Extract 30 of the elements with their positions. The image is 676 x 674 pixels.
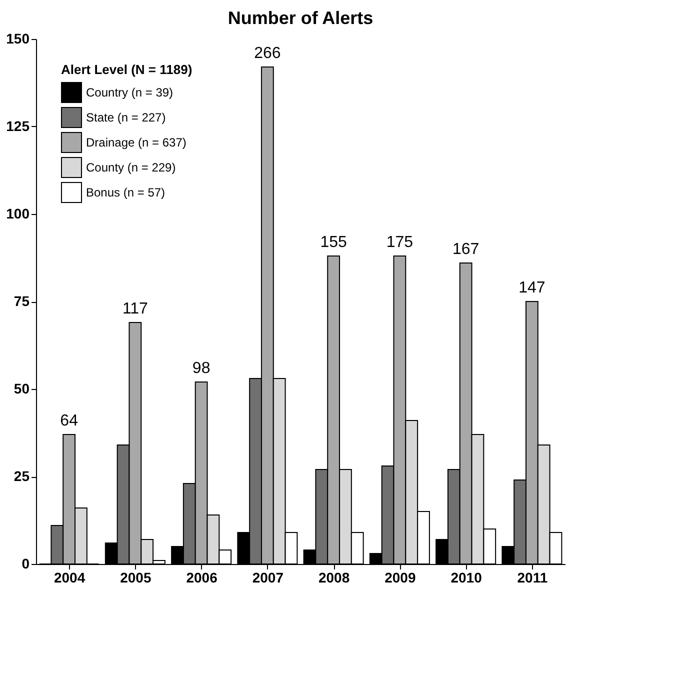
total-label: 117 bbox=[122, 300, 148, 318]
x-tick-label: 2009 bbox=[384, 570, 416, 586]
legend-label: Country (n = 39) bbox=[86, 86, 174, 100]
legend-label: Bonus (n = 57) bbox=[86, 186, 166, 200]
x-tick-label: 2004 bbox=[54, 570, 86, 586]
y-tick-label: 100 bbox=[6, 206, 30, 222]
legend-label: Drainage (n = 637) bbox=[86, 136, 186, 150]
legend-title: Alert Level (N = 1189) bbox=[61, 62, 192, 77]
y-tick-label: 0 bbox=[22, 556, 30, 572]
x-tick-label: 2007 bbox=[252, 570, 284, 586]
total-label: 98 bbox=[192, 360, 210, 377]
y-tick-label: 125 bbox=[6, 118, 30, 134]
y-tick-label: 50 bbox=[14, 380, 30, 396]
total-label: 167 bbox=[452, 241, 480, 258]
chart-title: Number of Alerts bbox=[228, 8, 374, 28]
total-label: 266 bbox=[254, 45, 281, 62]
total-label: 147 bbox=[518, 280, 546, 296]
total-label: 175 bbox=[386, 234, 414, 251]
x-tick-label: 2011 bbox=[517, 570, 548, 586]
x-tick-label: 2010 bbox=[450, 570, 482, 586]
x-tick-label: 2005 bbox=[120, 570, 152, 586]
y-tick-label: 150 bbox=[6, 30, 30, 46]
total-label: 155 bbox=[320, 234, 348, 251]
legend-label: State (n = 227) bbox=[86, 110, 166, 124]
x-tick-label: 2008 bbox=[318, 570, 350, 586]
x-tick-label: 2006 bbox=[186, 570, 218, 586]
y-tick-label: 75 bbox=[14, 293, 30, 309]
y-tick-label: 25 bbox=[14, 468, 30, 484]
legend-label: County (n = 229) bbox=[86, 160, 176, 174]
total-label: 64 bbox=[60, 412, 78, 430]
